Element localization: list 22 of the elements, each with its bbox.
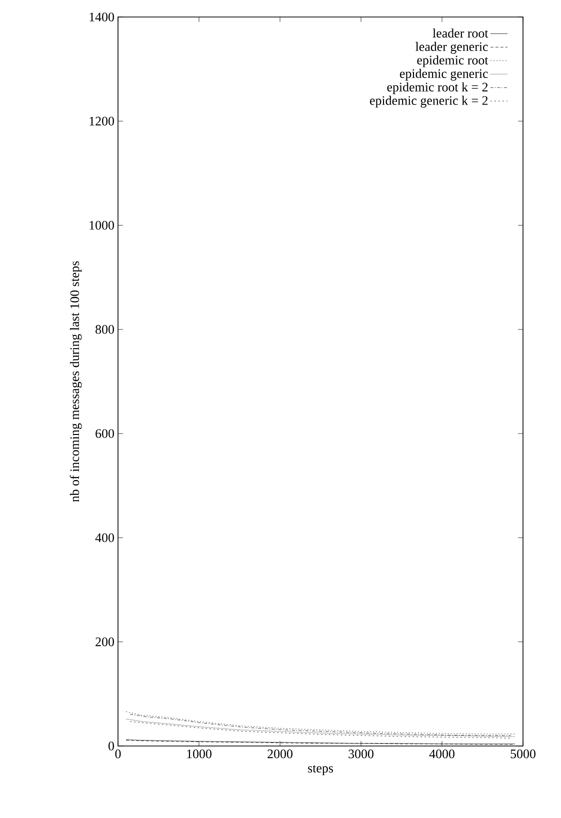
y-tick-label: 0	[108, 742, 114, 750]
x-tick-label: 3000	[348, 750, 374, 758]
legend-label: leader root	[432, 28, 488, 38]
y-tick-label: 1200	[90, 116, 114, 126]
y-axis-title: nb of incoming messages during last 100 steps	[70, 261, 82, 502]
x-tick-label: 0	[115, 750, 121, 758]
x-axis-title: steps	[308, 765, 333, 776]
y-tick-label: 800	[96, 325, 114, 334]
y-tick-label: 200	[96, 637, 114, 646]
y-tick-label: 600	[96, 429, 114, 438]
x-tick-label: 4000	[429, 750, 454, 758]
legend-label: epidemic root	[417, 55, 488, 68]
legend-label: epidemic generic k = 2	[370, 96, 488, 108]
x-tick-label: 2000	[268, 750, 292, 758]
y-tick-label: 1000	[90, 220, 114, 230]
legend-label: leader generic	[416, 42, 488, 54]
y-tick-label: 1400	[90, 12, 114, 22]
y-tick-label: 400	[95, 533, 114, 542]
x-tick-label: 5000	[510, 750, 536, 758]
legend-label: epidemic root k = 2	[387, 82, 488, 94]
x-tick-label: 1000	[187, 750, 212, 758]
legend-label: epidemic generic	[400, 68, 488, 81]
